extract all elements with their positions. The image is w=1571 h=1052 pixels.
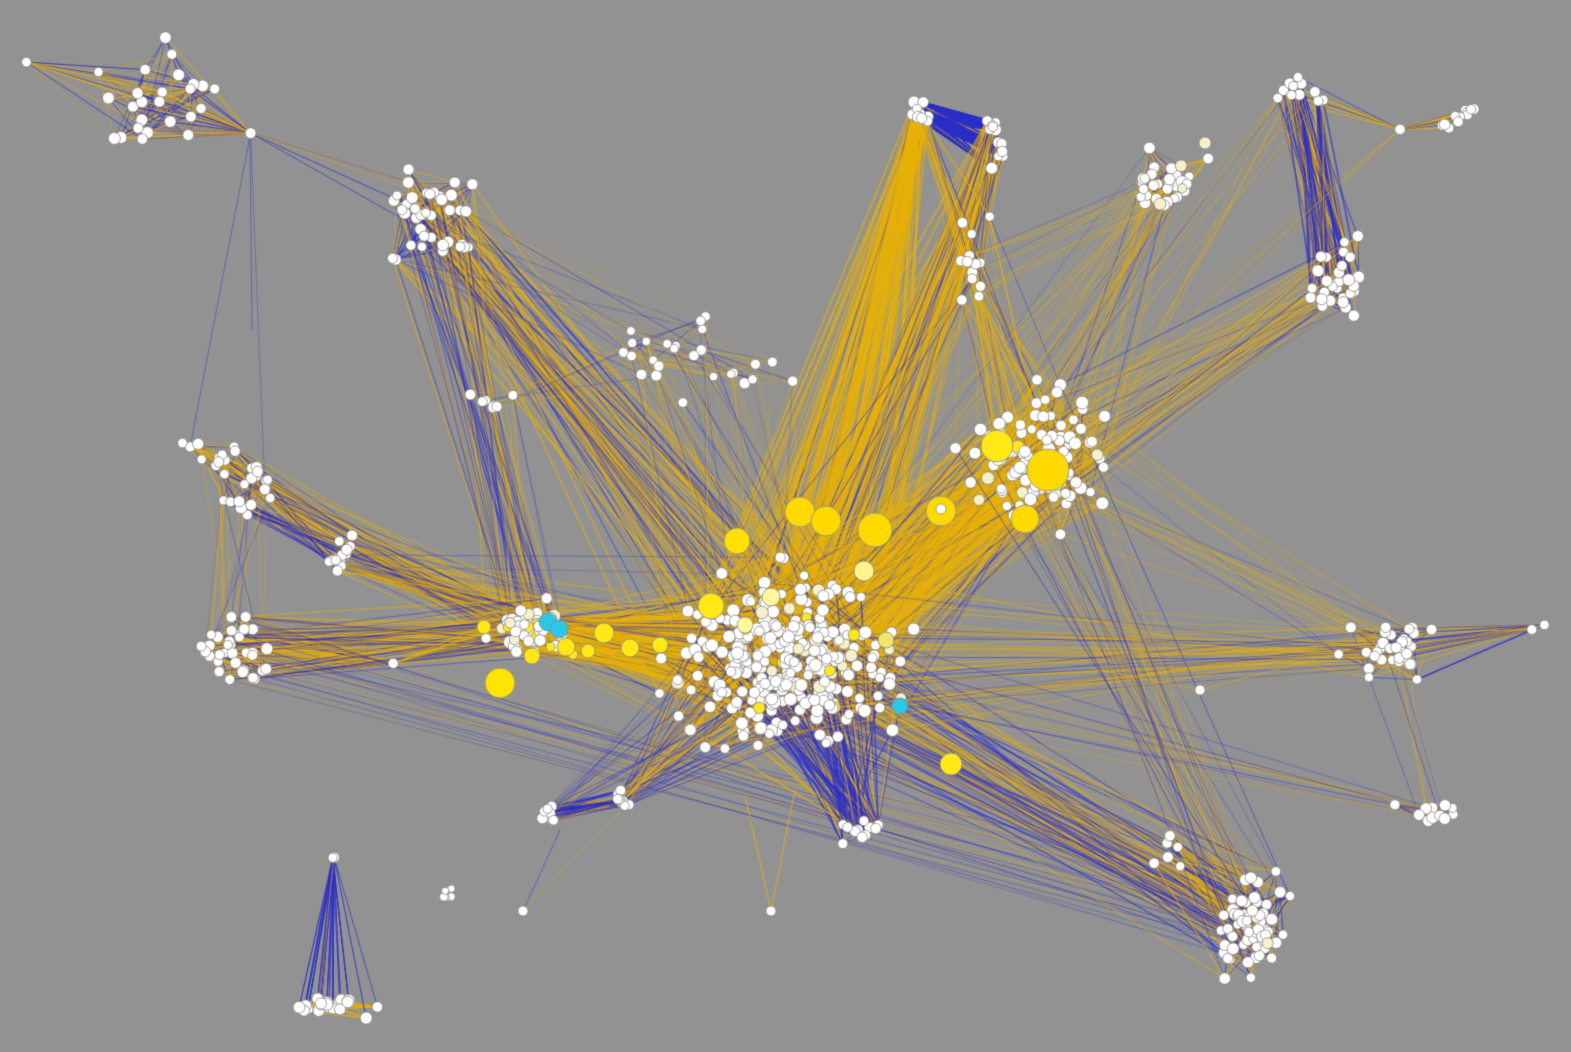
graph-viewport [0, 0, 1571, 1052]
network-graph-canvas[interactable] [0, 0, 1571, 1052]
